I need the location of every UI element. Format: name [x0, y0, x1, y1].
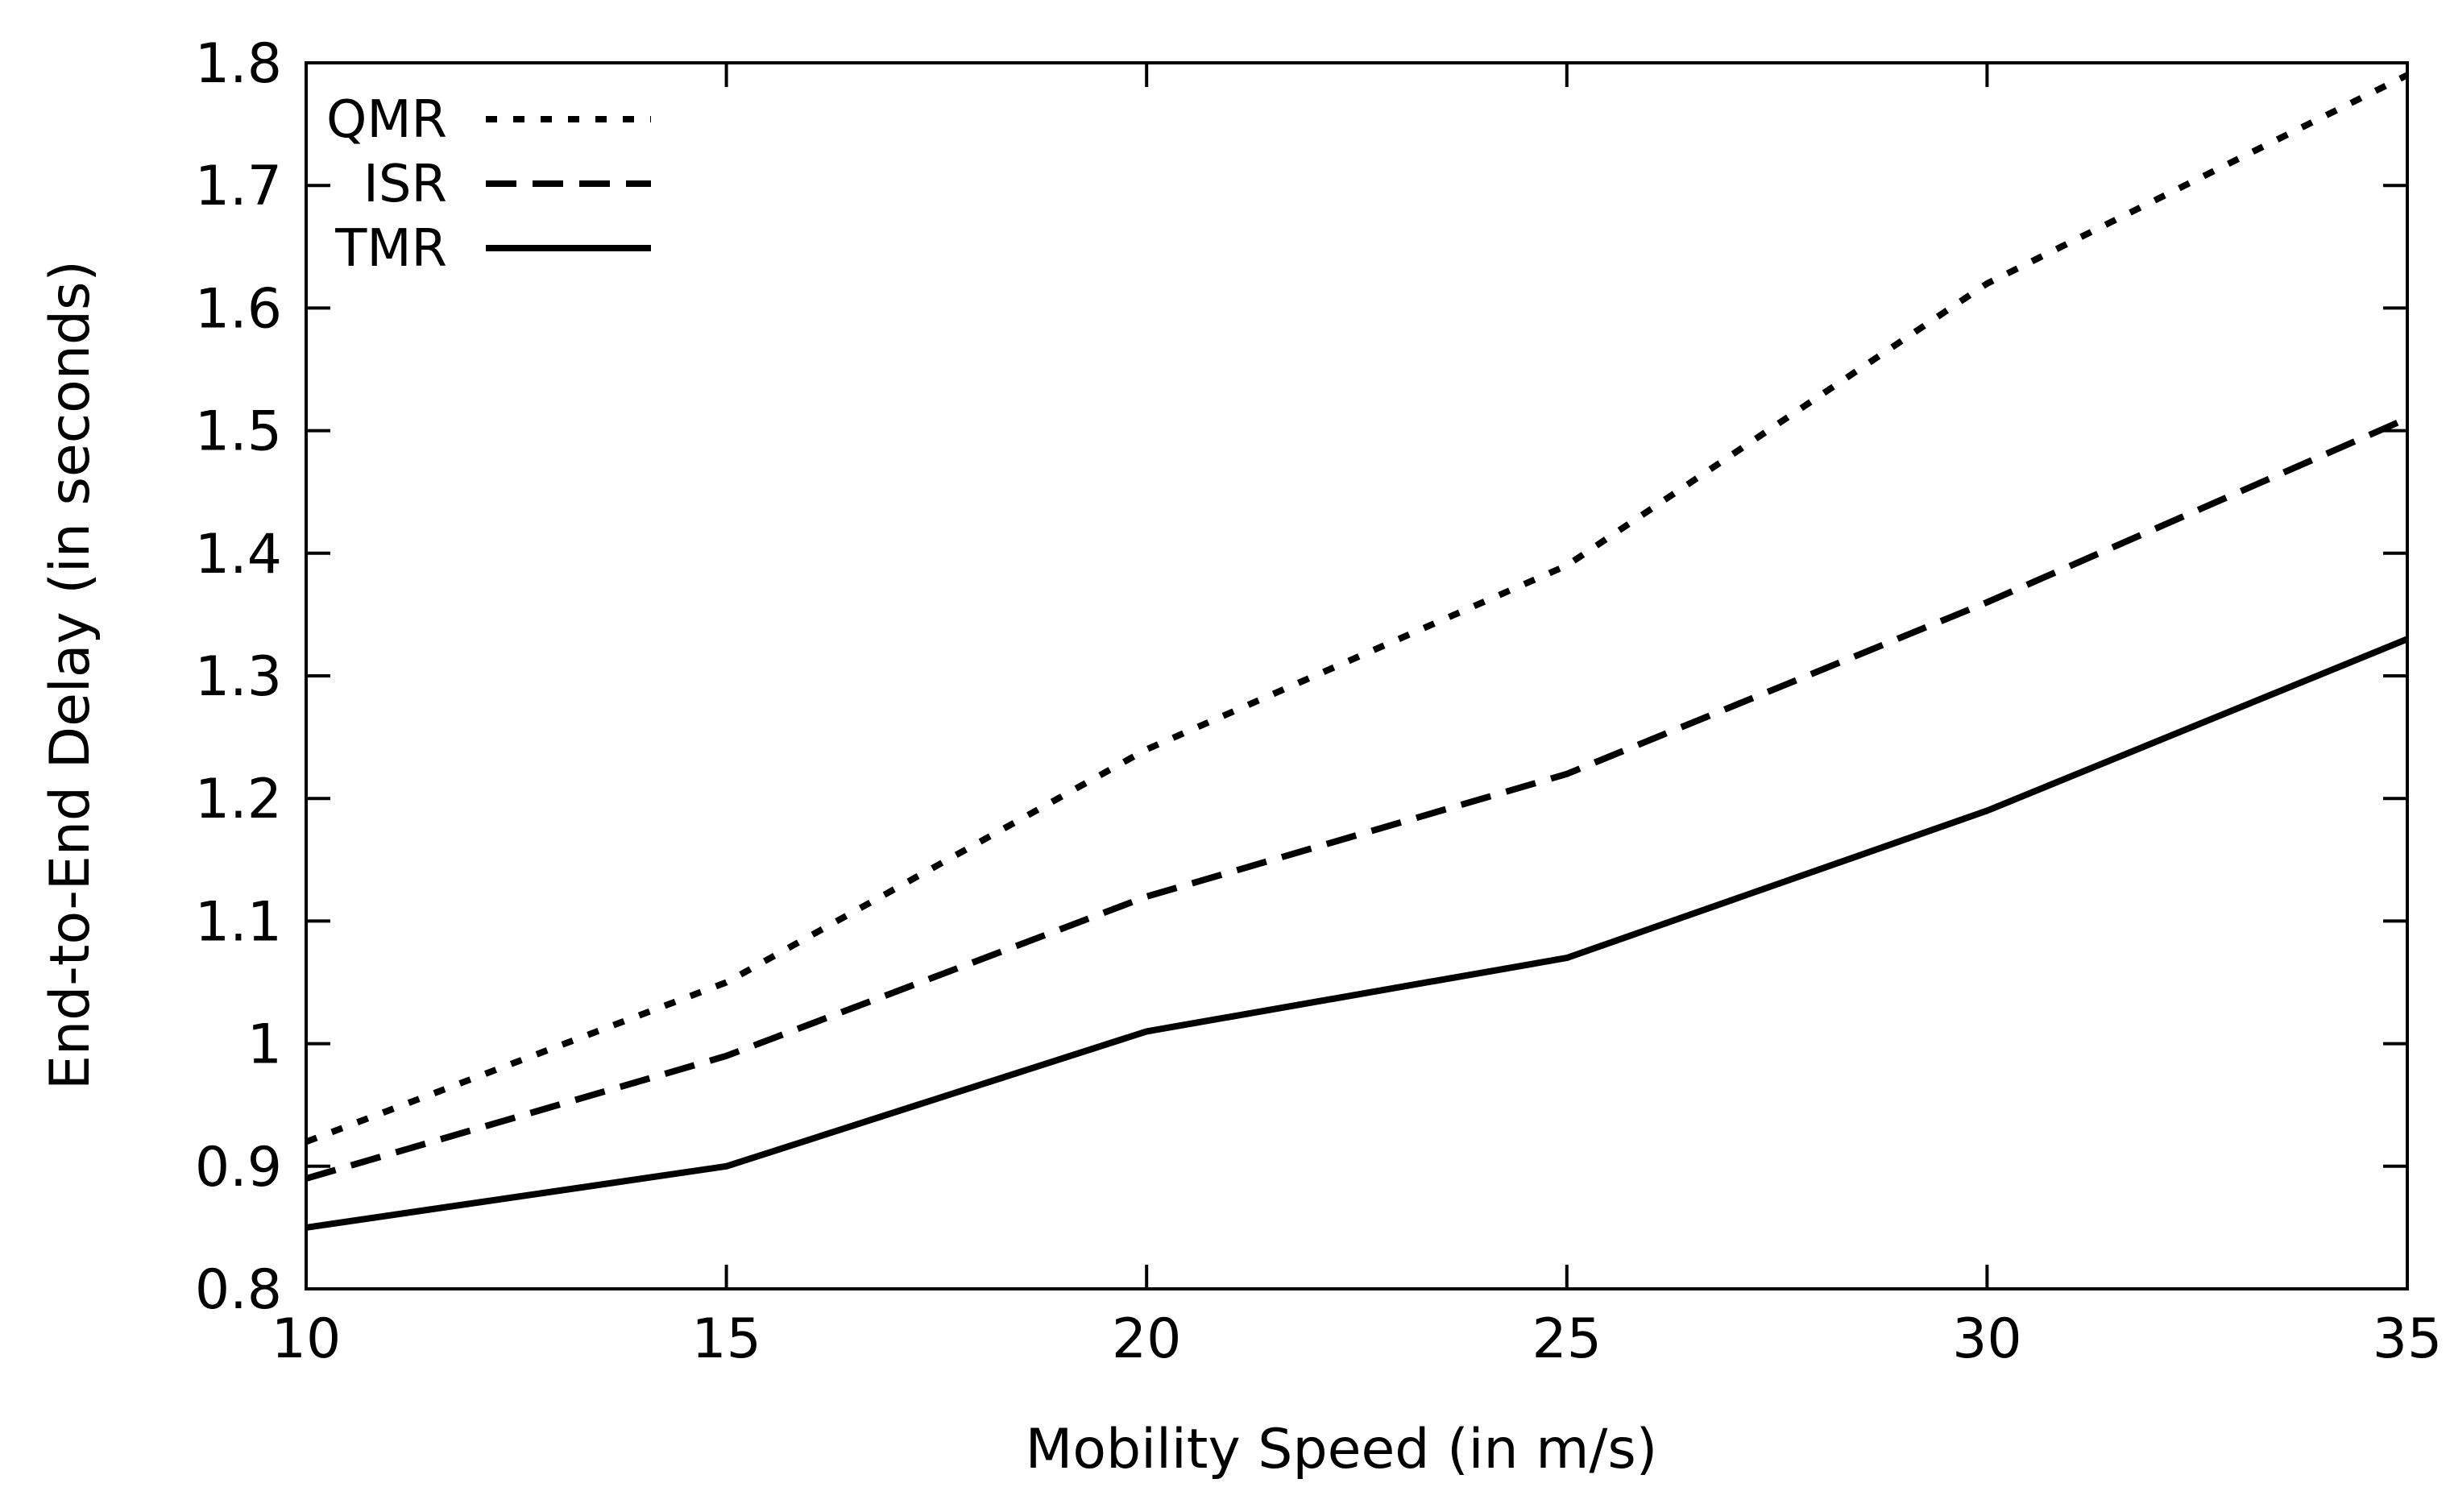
x-axis-title: Mobility Speed (in m/s) [1026, 1418, 1658, 1481]
y-tick-label: 1 [247, 1013, 282, 1077]
y-tick-label: 0.8 [195, 1258, 282, 1322]
y-tick-label: 1.4 [195, 523, 282, 586]
x-tick-label: 35 [2373, 1307, 2443, 1371]
y-tick-label: 1.1 [195, 890, 282, 954]
series-line-tmr [305, 636, 2409, 1231]
x-tick-label: 15 [691, 1307, 761, 1371]
x-tick-label: 20 [1112, 1307, 1182, 1371]
y-tick-label: 1.6 [195, 277, 282, 341]
y-tick-label: 0.9 [195, 1136, 282, 1199]
x-tick-label: 25 [1532, 1307, 1602, 1371]
plot-frame [305, 61, 2409, 1290]
x-axis-ticks: 10 15 20 25 30 35 [272, 63, 2443, 1371]
legend-label-tmr: TMR [334, 219, 447, 279]
legend-label-isr: ISR [363, 155, 447, 214]
series-lines [305, 72, 2409, 1231]
y-tick-label: 1.5 [195, 400, 282, 464]
y-tick-label: 1.8 [195, 32, 282, 96]
y-tick-label: 1.7 [195, 155, 282, 218]
series-line-qmr [305, 72, 2409, 1145]
y-tick-label: 1.2 [195, 768, 282, 831]
y-axis-ticks: 0.8 0.9 1 1.1 1.2 1.3 1.4 1.5 1.6 1.7 1.8 [195, 32, 2407, 1322]
x-tick-label: 30 [1952, 1307, 2022, 1371]
y-tick-label: 1.3 [195, 645, 282, 709]
legend-label-qmr: QMR [326, 90, 447, 150]
y-axis-title: End-to-End Delay (in seconds) [39, 260, 102, 1090]
x-tick-label: 10 [272, 1307, 342, 1371]
